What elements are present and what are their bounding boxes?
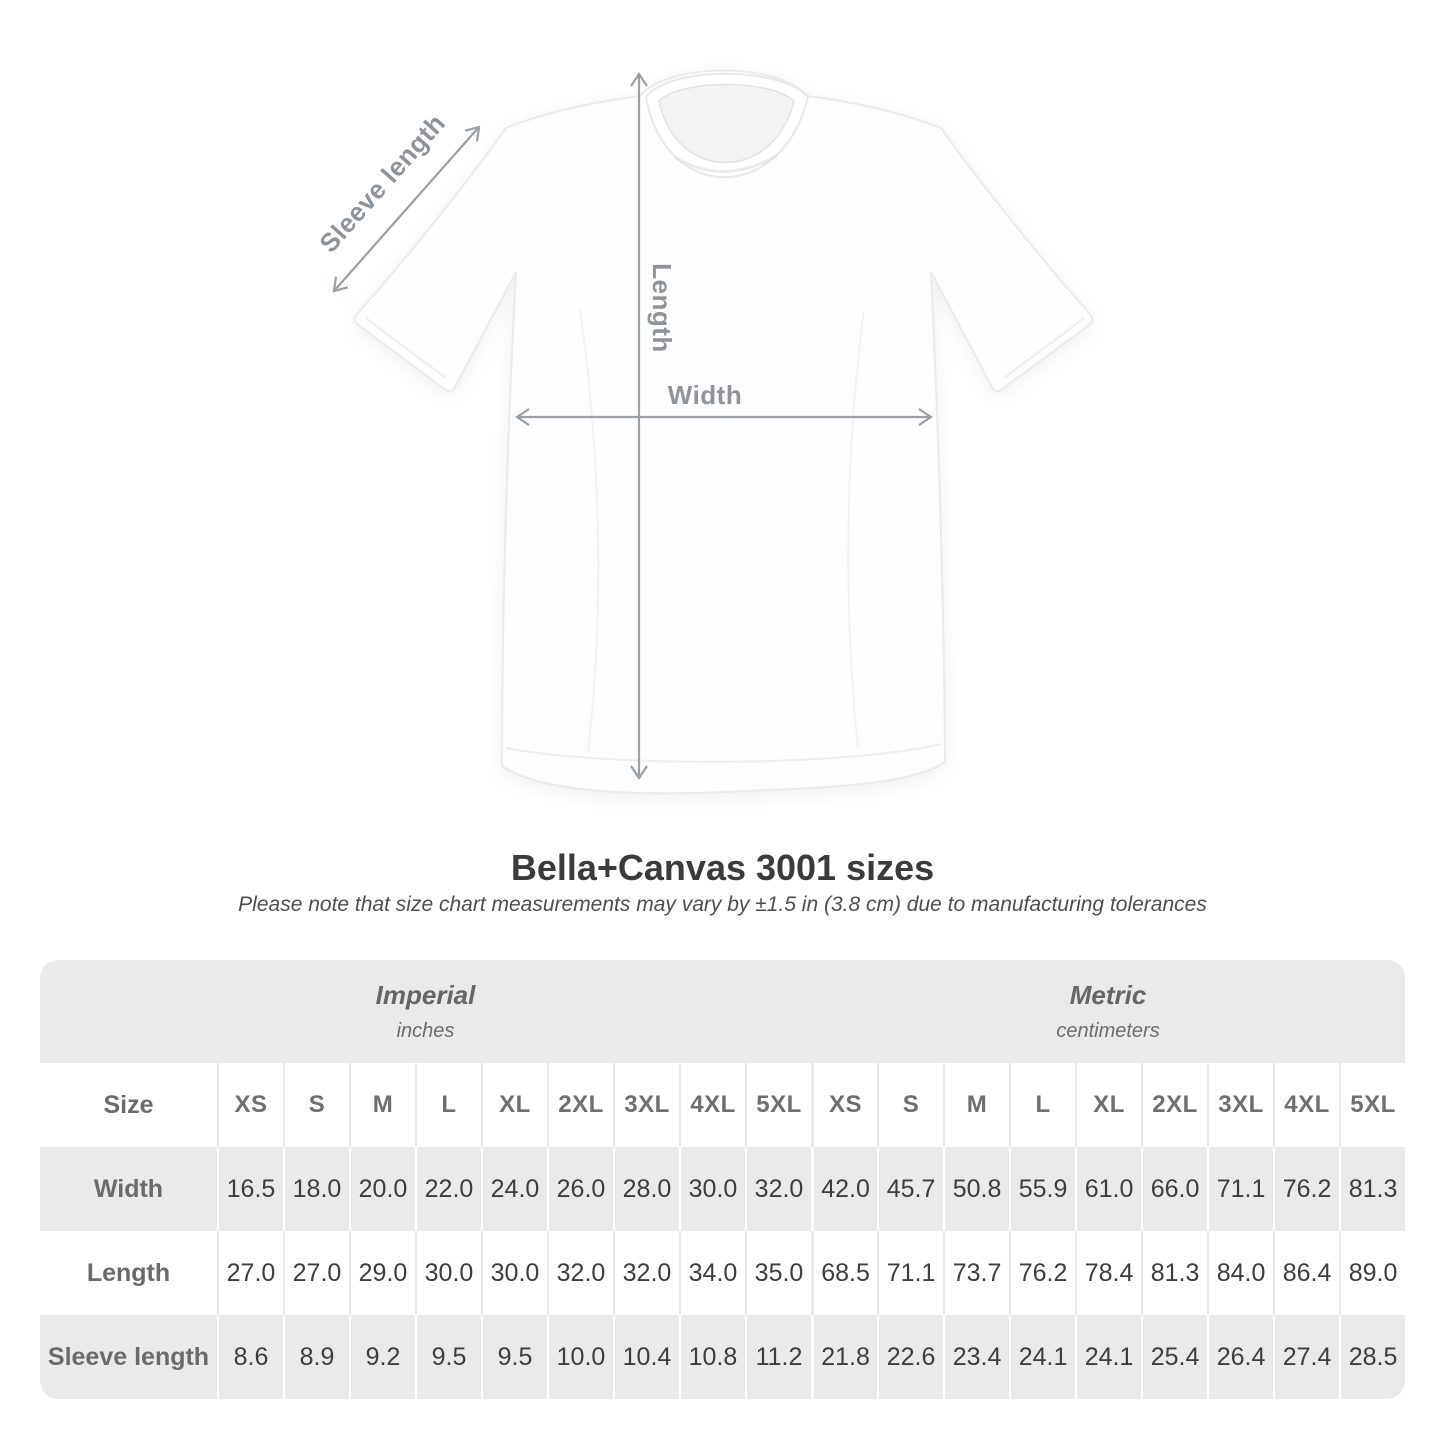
size-header-cell: XL	[481, 1063, 547, 1147]
measurement-cell: 89.0	[1339, 1231, 1405, 1315]
size-header-cell: 5XL	[1339, 1063, 1405, 1147]
measurement-cell: 24.1	[1009, 1315, 1076, 1399]
tolerance-note: Please note that size chart measurements…	[238, 893, 1207, 916]
measurement-cell: 30.0	[679, 1147, 745, 1231]
measurement-cell: 78.4	[1075, 1231, 1142, 1315]
measurement-cell: 73.7	[943, 1231, 1010, 1315]
size-header-cell: XL	[1075, 1063, 1142, 1147]
size-header-cell: L	[415, 1063, 481, 1147]
measurement-cell: 71.1	[1207, 1147, 1274, 1231]
measurement-cell: 34.0	[679, 1231, 745, 1315]
imperial-band-name: Imperial	[375, 980, 476, 1010]
size-header-cell: 2XL	[1141, 1063, 1208, 1147]
measurement-cell: 8.6	[217, 1315, 283, 1399]
measurement-row: Sleeve length 8.6 8.9 9.2 9.5 9.5 10.0 10.4 10.8…	[40, 1315, 1405, 1399]
measurement-cell: 24.0	[481, 1147, 547, 1231]
size-header-cell: 2XL	[547, 1063, 613, 1147]
measurement-cell: 8.9	[283, 1315, 349, 1399]
unit-band-row: Imperial inches Metric centimeters	[40, 960, 1405, 1063]
measurement-cell: 20.0	[349, 1147, 415, 1231]
size-header-cell: XS	[811, 1063, 878, 1147]
sleeve-length-arrow	[332, 125, 481, 293]
measurement-cell: 71.1	[877, 1231, 944, 1315]
measurement-cell: 76.2	[1009, 1231, 1076, 1315]
measurement-cell: 35.0	[745, 1231, 812, 1315]
size-column-header: Size	[40, 1063, 217, 1147]
measurement-cell: 27.0	[283, 1231, 349, 1315]
measurement-cell: 21.8	[811, 1315, 878, 1399]
measurement-cell: 30.0	[481, 1231, 547, 1315]
measurement-cell: 32.0	[547, 1231, 613, 1315]
row-label: Length	[40, 1231, 217, 1315]
measurement-cell: 81.3	[1339, 1147, 1405, 1231]
metric-band-unit: centimeters	[1056, 1020, 1160, 1042]
measurement-cell: 68.5	[811, 1231, 878, 1315]
size-header-cell: 4XL	[679, 1063, 745, 1147]
measurement-cell: 9.5	[481, 1315, 547, 1399]
row-label: Width	[40, 1147, 217, 1231]
measurement-cell: 22.0	[415, 1147, 481, 1231]
measurement-cell: 30.0	[415, 1231, 481, 1315]
t-shirt-illustration: Sleeve length Length Width	[313, 69, 1094, 795]
metric-band: Metric centimeters	[811, 960, 1405, 1063]
measurement-cell: 45.7	[877, 1147, 944, 1231]
imperial-band: Imperial inches	[40, 960, 812, 1063]
measurement-cell: 84.0	[1207, 1231, 1274, 1315]
measurement-cell: 28.5	[1339, 1315, 1405, 1399]
measurement-cell: 22.6	[877, 1315, 944, 1399]
size-header-cell: 4XL	[1273, 1063, 1340, 1147]
measurement-cell: 11.2	[745, 1315, 812, 1399]
measurement-cell: 27.4	[1273, 1315, 1340, 1399]
size-table-container: Imperial inches Metric centimeters Size X…	[40, 960, 1405, 1399]
size-header-cell: XS	[217, 1063, 283, 1147]
measurement-cell: 16.5	[217, 1147, 283, 1231]
measurement-cell: 81.3	[1141, 1231, 1208, 1315]
measurement-cell: 55.9	[1009, 1147, 1076, 1231]
measurement-cell: 50.8	[943, 1147, 1010, 1231]
measurement-cell: 29.0	[349, 1231, 415, 1315]
page-title: Bella+Canvas 3001 sizes	[510, 847, 935, 888]
metric-band-name: Metric	[1069, 980, 1147, 1010]
size-header-cell: 5XL	[745, 1063, 812, 1147]
measurement-cell: 26.0	[547, 1147, 613, 1231]
measurement-cell: 25.4	[1141, 1315, 1208, 1399]
size-table-body: Imperial inches Metric centimeters Size X…	[40, 960, 1405, 1399]
measurement-cell: 32.0	[745, 1147, 812, 1231]
measurement-cell: 26.4	[1207, 1315, 1274, 1399]
measurement-cell: 10.8	[679, 1315, 745, 1399]
measurement-row: Width 16.5 18.0 20.0 22.0 24.0 26.0 28.0 30.0 32.…	[40, 1147, 1405, 1231]
measurement-cell: 24.1	[1075, 1315, 1142, 1399]
size-header-cell: S	[877, 1063, 944, 1147]
measurement-cell: 23.4	[943, 1315, 1010, 1399]
measurement-cell: 61.0	[1075, 1147, 1142, 1231]
size-header-cell: S	[283, 1063, 349, 1147]
measurement-cell: 9.5	[415, 1315, 481, 1399]
measurement-cell: 10.4	[613, 1315, 679, 1399]
size-header-cell: 3XL	[1207, 1063, 1274, 1147]
measurement-cell: 86.4	[1273, 1231, 1340, 1315]
measurement-cell: 10.0	[547, 1315, 613, 1399]
imperial-band-unit: inches	[396, 1020, 455, 1042]
size-table: Imperial inches Metric centimeters Size X…	[40, 960, 1405, 1399]
measurement-cell: 66.0	[1141, 1147, 1208, 1231]
measurement-cell: 18.0	[283, 1147, 349, 1231]
size-header-cell: M	[349, 1063, 415, 1147]
measurement-cell: 28.0	[613, 1147, 679, 1231]
size-header-row: Size XS S M L XL 2XL 3XL 4XL 5XL XS S M L XL 2XL 3XL 4XL 5…	[40, 1063, 1405, 1147]
measurement-row: Length 27.0 27.0 29.0 30.0 30.0 32.0 32.0 34.0 35…	[40, 1231, 1405, 1315]
size-header-cell: M	[943, 1063, 1010, 1147]
measurement-cell: 32.0	[613, 1231, 679, 1315]
size-header-cell: 3XL	[613, 1063, 679, 1147]
row-label: Sleeve length	[40, 1315, 217, 1399]
measurement-cell: 42.0	[811, 1147, 878, 1231]
width-label: Width	[668, 380, 742, 410]
t-shirt-shape	[353, 69, 1094, 795]
measurement-cell: 9.2	[349, 1315, 415, 1399]
length-label: Length	[647, 263, 677, 353]
size-header-cell: L	[1009, 1063, 1076, 1147]
measurement-cell: 27.0	[217, 1231, 283, 1315]
measurement-cell: 76.2	[1273, 1147, 1340, 1231]
